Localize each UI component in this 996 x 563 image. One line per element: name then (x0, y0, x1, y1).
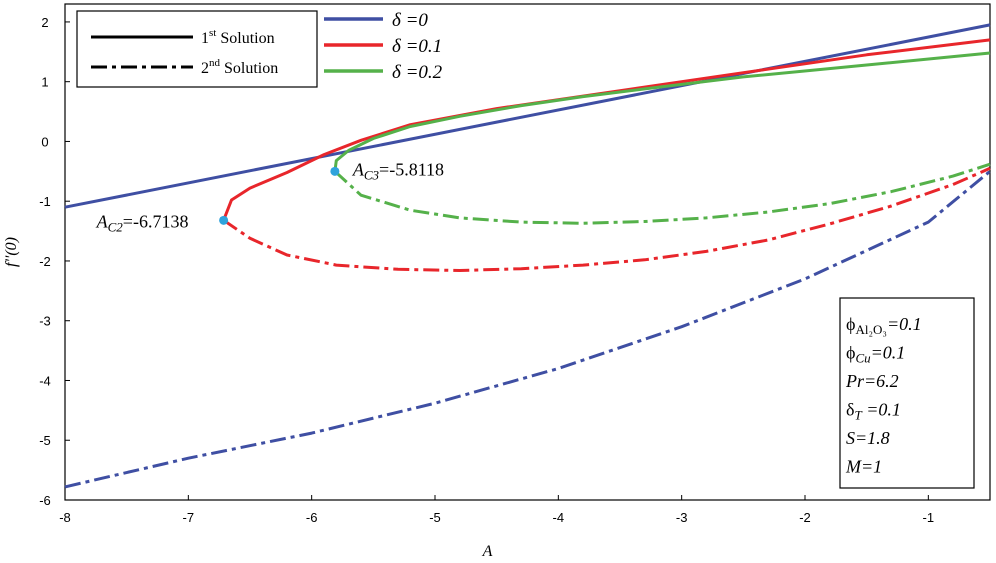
parameter-value: =1 (861, 457, 882, 477)
x-tick-label: -8 (59, 510, 71, 525)
parameter-entry: M=1 (845, 457, 882, 477)
parameter-subscript: T (854, 408, 862, 423)
y-tick-label: -6 (39, 493, 51, 508)
y-tick-label: -1 (39, 194, 51, 209)
x-tick-label: -6 (306, 510, 318, 525)
linestyle-legend-num: 2 (201, 60, 209, 77)
critical-point-label-sub: C3 (364, 167, 380, 182)
linestyle-legend-label: 1st Solution (201, 27, 275, 47)
x-tick-label: -4 (553, 510, 565, 525)
critical-point-label-value: =-5.8118 (379, 159, 444, 179)
parameters-box-border (839, 297, 975, 489)
delta-legend: δ =0δ =0.1δ =0.2 (324, 10, 443, 83)
series-green-first-solution (333, 51, 991, 172)
x-tick-label: -7 (183, 510, 195, 525)
series-red-second-solution (222, 166, 991, 272)
linestyle-legend-text: Solution (220, 60, 278, 77)
x-tick-label: -1 (923, 510, 935, 525)
y-tick-label: -2 (39, 254, 51, 269)
parameter-name: S (846, 428, 855, 448)
parameter-entry: δT =0.1 (846, 400, 901, 423)
linestyle-legend-num: 1 (201, 30, 209, 47)
linestyle-legend-sup: st (209, 27, 216, 39)
critical-point-label-value: =-6.7138 (123, 211, 189, 231)
critical-point-label-main: A (352, 159, 365, 179)
delta-legend-label: δ =0.1 (392, 36, 442, 57)
delta-legend-label: δ =0.2 (392, 62, 443, 83)
delta-legend-symbol: δ (392, 62, 402, 83)
critical-point-label: AC3=-5.8118 (352, 159, 444, 182)
parameter-entry: Pr=6.2 (845, 371, 899, 391)
parameter-name: M (845, 457, 862, 477)
y-tick-label: -5 (39, 433, 51, 448)
parameter-value: =1.8 (855, 428, 890, 448)
linestyle-legend-sup: nd (209, 57, 221, 69)
parameter-value: =0.1 (871, 343, 906, 363)
y-tick-label: -3 (39, 314, 51, 329)
delta-legend-value: =0 (401, 10, 429, 31)
x-tick-label: -2 (799, 510, 811, 525)
parameter-entry: ϕAl₂O₃=0.1 (846, 314, 922, 337)
plot-border (64, 3, 991, 501)
parameter-name: Pr (845, 371, 865, 391)
delta-legend-symbol: δ (392, 36, 402, 57)
series-layer (64, 23, 991, 489)
x-axis-title: A (482, 543, 493, 560)
parameter-name: δ (846, 400, 854, 420)
y-axis-title: f''(0) (3, 237, 20, 267)
parameter-value: =6.2 (864, 371, 899, 391)
axis-ticks: -8 -7 -6 -5 -4 -3 -2 -1 2 1 0 -1 -2 -3 -4 -5 -6 (39, 15, 934, 525)
x-tick-label: -5 (429, 510, 441, 525)
y-tick-label: 1 (41, 75, 48, 90)
delta-legend-value: =0.2 (401, 62, 443, 83)
x-tick-label: -3 (676, 510, 688, 525)
parameter-subscript: Al₂O₃ (855, 322, 886, 337)
series-blue-first-solution (64, 23, 991, 209)
plot-frame (64, 3, 991, 501)
critical-point-label-main: A (96, 211, 109, 231)
y-tick-label: -4 (39, 373, 51, 388)
linestyle-legend-text: Solution (216, 30, 274, 47)
series-green-second-solution (333, 162, 991, 225)
linestyle-legend-box (76, 10, 318, 88)
parameter-entry: S=1.8 (846, 428, 890, 448)
parameter-value: =0.1 (887, 314, 922, 334)
linestyle-legend-label: 2nd Solution (201, 57, 278, 77)
critical-point-marker (330, 166, 340, 176)
series-red-first-solution (222, 38, 991, 221)
parameter-name: ϕ (846, 314, 855, 334)
critical-point-label: AC2=-6.7138 (96, 211, 189, 234)
parameter-entry: ϕCu=0.1 (846, 343, 905, 366)
delta-legend-value: =0.1 (401, 36, 442, 57)
delta-legend-symbol: δ (392, 10, 402, 31)
y-tick-label: 0 (41, 134, 48, 149)
delta-legend-label: δ =0 (392, 10, 428, 31)
y-tick-label: 2 (41, 15, 48, 30)
critical-point-label-sub: C2 (108, 219, 124, 234)
parameter-subscript: Cu (855, 351, 871, 366)
parameter-name: ϕ (846, 343, 855, 363)
critical-point-marker (219, 215, 229, 225)
parameter-value: =0.1 (862, 400, 901, 420)
